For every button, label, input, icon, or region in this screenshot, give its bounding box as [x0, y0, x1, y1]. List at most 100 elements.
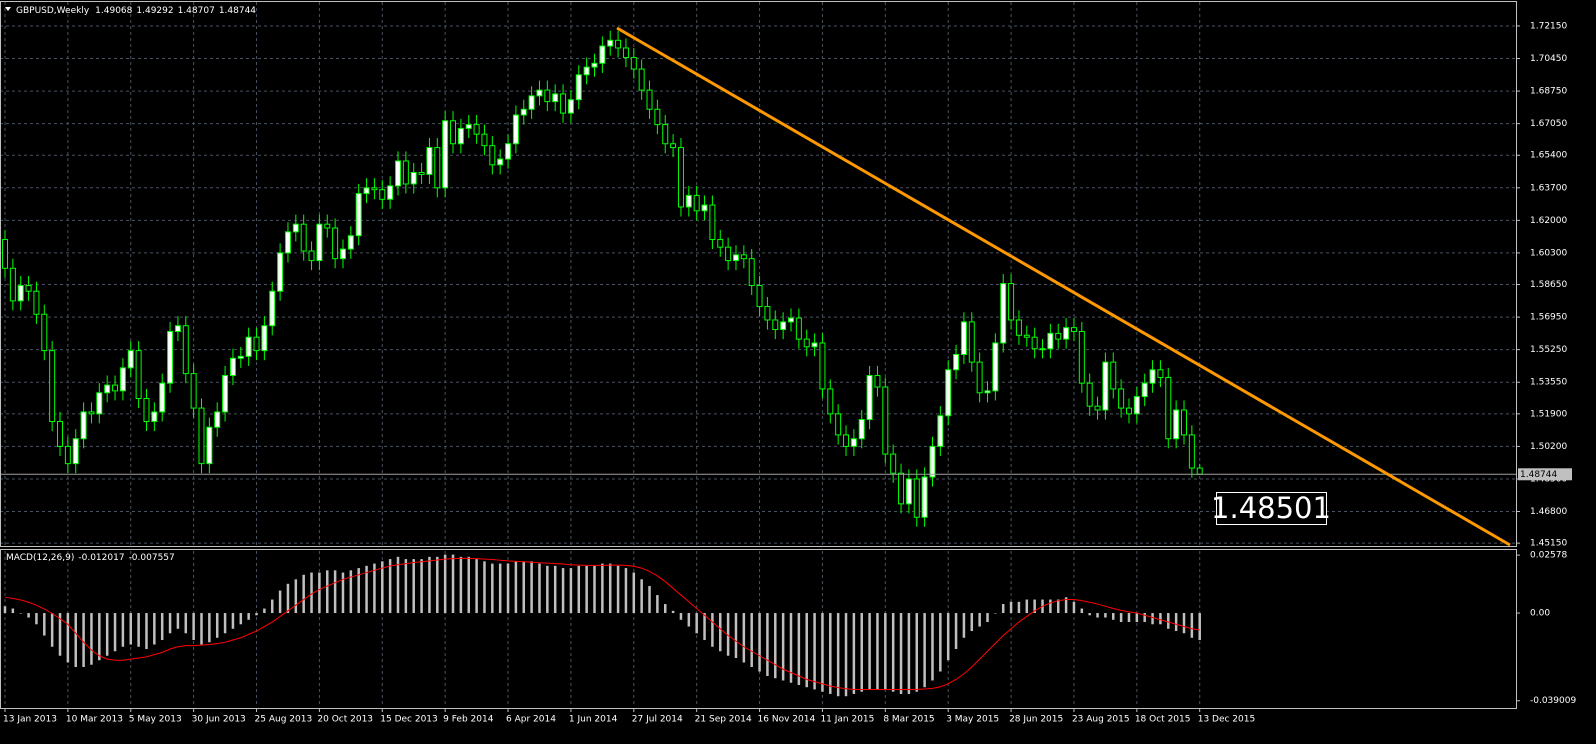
macd-bar	[27, 613, 30, 618]
candle-body	[890, 453, 897, 474]
candle-body	[442, 120, 449, 189]
x-tick-label: 25 Aug 2013	[255, 715, 313, 725]
macd-bar	[561, 568, 565, 614]
macd-bar	[74, 613, 77, 667]
macd-bar	[1080, 608, 1084, 614]
macd-bar	[954, 613, 958, 650]
candle-body	[583, 66, 590, 76]
macd-bar	[153, 613, 156, 645]
macd-bar	[774, 613, 777, 679]
macd-bar	[860, 613, 863, 692]
candle-body	[803, 338, 810, 348]
x-tick-label: 10 Mar 2013	[66, 715, 123, 725]
candle-body	[552, 93, 559, 103]
macd-bar	[1159, 613, 1162, 625]
x-tick-label: 28 Jun 2015	[1009, 715, 1063, 725]
candle-body	[33, 290, 40, 315]
candle-body	[1008, 283, 1015, 321]
macd-bar	[679, 613, 683, 620]
candle-body	[528, 95, 535, 110]
candle-body	[780, 321, 787, 331]
candle-body	[17, 284, 24, 302]
candle-body	[1070, 327, 1077, 332]
x-tick-label: 21 Sep 2014	[695, 715, 752, 725]
macd-bar	[813, 613, 816, 690]
macd-bar	[514, 561, 518, 614]
candle-body	[261, 325, 268, 352]
macd-bar	[530, 561, 533, 614]
macd-bar	[349, 570, 353, 614]
macd-bar	[90, 613, 93, 665]
y-tick-label: 1.56950	[1530, 313, 1567, 323]
macd-bar	[160, 613, 164, 641]
candle-body	[292, 223, 299, 233]
x-tick-label: 27 Jul 2014	[632, 715, 683, 725]
macd-bar	[939, 613, 942, 672]
y-tick-label: 1.62000	[1530, 216, 1567, 226]
x-tick-label: 13 Jan 2013	[3, 715, 57, 725]
candle-body	[324, 223, 331, 229]
macd-bar	[719, 613, 722, 652]
candle-body	[536, 89, 543, 97]
macd-bar	[1127, 613, 1131, 623]
signal-line	[4, 557, 1200, 690]
candle-body	[96, 392, 103, 415]
macd-bar	[758, 613, 761, 672]
macd-bar	[365, 565, 368, 614]
y-tick-label: 1.45150	[1530, 539, 1567, 549]
candle-body	[135, 350, 142, 400]
macd-bar	[1167, 613, 1170, 629]
last-close: 1.48744	[219, 6, 256, 16]
candle-body	[1063, 327, 1070, 340]
macd-bar	[734, 613, 738, 658]
macd-bar	[671, 610, 675, 614]
candle-body	[693, 194, 700, 212]
macd-bar	[978, 613, 981, 627]
macd-bar	[58, 613, 62, 656]
y-tick-label: 1.51900	[1530, 409, 1567, 419]
candle-body	[1149, 369, 1156, 384]
macd-bar	[656, 595, 659, 614]
macd-bar	[632, 572, 636, 614]
macd-bar	[491, 563, 494, 614]
x-tick-label: 23 Aug 2015	[1072, 715, 1130, 725]
candle-body	[827, 388, 834, 415]
candle-body	[1165, 376, 1172, 440]
macd-bar	[593, 565, 596, 614]
y-tick-label: 1.72150	[1530, 21, 1567, 31]
macd-bar	[11, 608, 15, 614]
macd-bar	[766, 613, 769, 676]
candle-body	[1078, 330, 1085, 384]
x-tick-label: 3 May 2015	[946, 715, 999, 725]
candle-body	[607, 39, 614, 47]
candle-body	[363, 187, 370, 195]
candle-body	[575, 74, 582, 101]
candle-body	[104, 384, 111, 394]
macd-bar	[129, 613, 133, 645]
candle-body	[622, 47, 629, 59]
candle-body	[858, 419, 865, 440]
x-tick-label: 5 May 2013	[129, 715, 182, 725]
macd-bar	[553, 565, 557, 614]
y-tick-label: 1.50200	[1530, 442, 1567, 452]
macd-bar	[884, 613, 887, 690]
candle-body	[1181, 409, 1187, 436]
macd-bar	[805, 613, 808, 688]
macd-bar	[215, 613, 219, 638]
macd-bar	[1049, 599, 1052, 614]
macd-bar	[326, 570, 329, 614]
macd-bar	[986, 613, 989, 623]
candle-body	[49, 350, 56, 422]
candle-body	[214, 411, 221, 428]
x-tick-label: 1 Jun 2014	[569, 715, 618, 725]
macd-bar	[404, 559, 408, 614]
candle-body	[253, 336, 260, 352]
macd-bar	[608, 563, 612, 614]
x-tick-label: 13 Dec 2015	[1198, 715, 1256, 725]
candle-body	[80, 411, 87, 440]
candle-body	[1039, 348, 1046, 351]
macd-bar	[475, 559, 478, 614]
macd-bar	[318, 572, 321, 614]
macd-bar	[750, 613, 753, 667]
current-price-label: 1.48744	[1520, 470, 1557, 480]
